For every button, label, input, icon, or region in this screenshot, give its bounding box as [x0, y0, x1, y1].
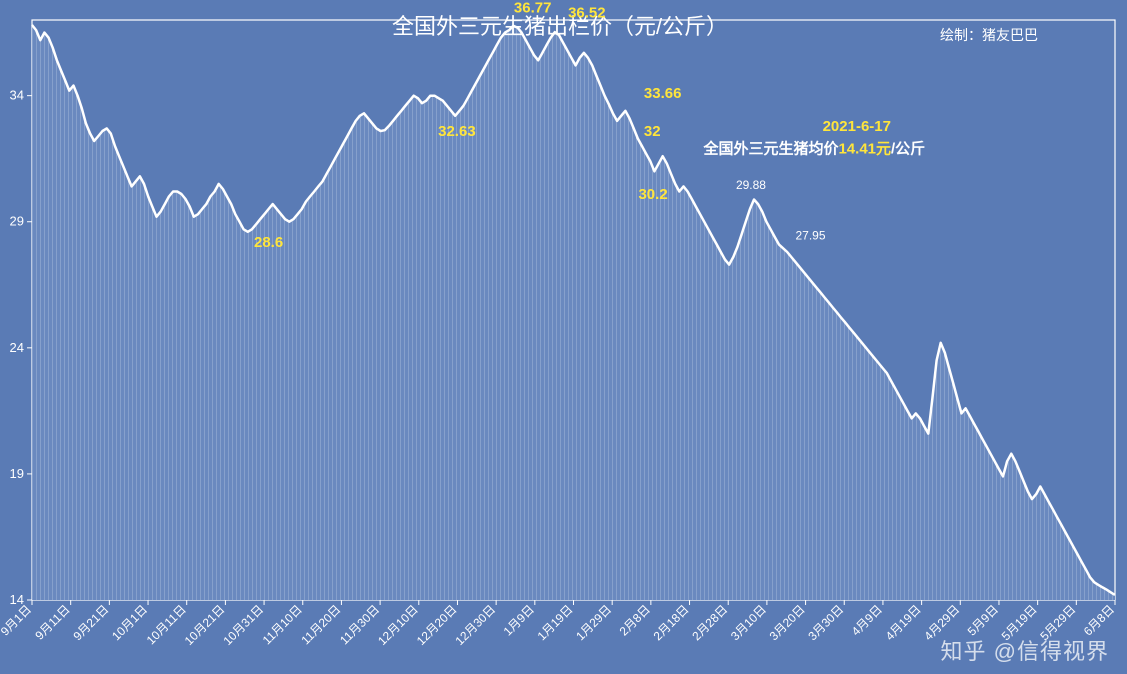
- chart-svg: 14192429349月1日9月11日9月21日10月1日10月11日10月21…: [0, 0, 1127, 674]
- data-label: 32.63: [438, 123, 476, 140]
- y-tick-label: 34: [10, 88, 24, 103]
- callout-date: 2021-6-17: [823, 118, 891, 135]
- chart-container: 14192429349月1日9月11日9月21日10月1日10月11日10月21…: [0, 0, 1127, 674]
- data-label: 33.66: [644, 85, 682, 102]
- callout-line: 全国外三元生猪均价14.41元/公斤: [702, 140, 925, 158]
- data-label: 28.6: [254, 234, 283, 251]
- data-label: 36.77: [514, 0, 552, 16]
- chart-credit: 绘制：猪友巴巴: [940, 27, 1038, 43]
- data-label: 32: [644, 123, 661, 140]
- chart-title: 全国外三元生猪出栏价（元/公斤）: [392, 14, 728, 39]
- data-label: 27.95: [796, 228, 826, 242]
- y-tick-label: 24: [10, 340, 24, 355]
- y-tick-label: 29: [10, 214, 24, 229]
- y-tick-label: 19: [10, 466, 24, 481]
- data-label: 30.2: [638, 186, 667, 203]
- data-label: 36.52: [568, 4, 606, 21]
- data-label: 29.88: [736, 178, 766, 192]
